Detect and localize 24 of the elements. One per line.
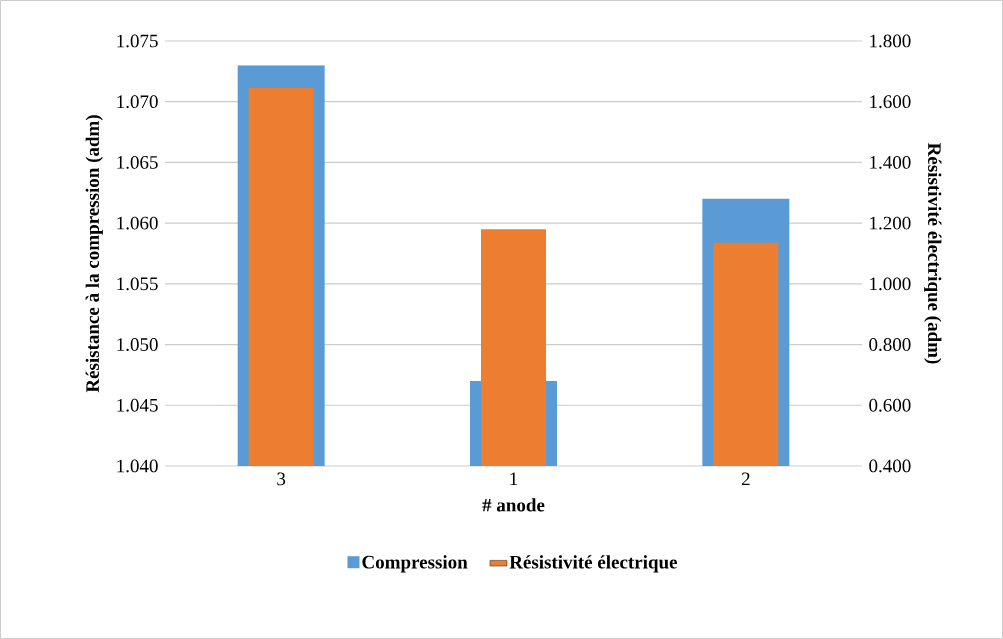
- y-tick-label: 1.045: [117, 398, 158, 412]
- legend-label: Compression: [362, 555, 468, 573]
- y-axis-title: Résistance à la compression (adm): [85, 115, 103, 393]
- y2-tick-label: 1.200: [870, 216, 911, 230]
- y2-tick-label: 0.800: [869, 338, 911, 352]
- legend-label: Résistivité électrique: [509, 555, 678, 573]
- x-axis-title: # anode: [482, 498, 545, 512]
- x-tick-label: 1: [510, 472, 518, 486]
- y2-tick-label: 1.000: [870, 277, 911, 291]
- y2-tick-label: 0.600: [869, 398, 911, 412]
- y2-axis-title: Résistivité électrique (adm): [924, 143, 942, 364]
- y-tick-label: 1.070: [117, 95, 158, 109]
- y-tick-label: 1.065: [117, 155, 158, 169]
- x-tick-label: 3: [277, 472, 286, 486]
- y2-tick-label: 1.600: [870, 95, 911, 109]
- y2-tick-label: 1.800: [870, 34, 911, 48]
- y2-tick-label: 1.400: [870, 155, 911, 169]
- y-tick-label: 1.050: [117, 338, 158, 352]
- x-tick-label: 2: [741, 472, 750, 486]
- y-tick-label: 1.075: [117, 34, 158, 48]
- y-tick-label: 1.040: [117, 459, 158, 473]
- y2-tick-label: 0.400: [869, 459, 911, 473]
- y-tick-label: 1.055: [117, 277, 158, 291]
- y-tick-label: 1.060: [117, 216, 158, 230]
